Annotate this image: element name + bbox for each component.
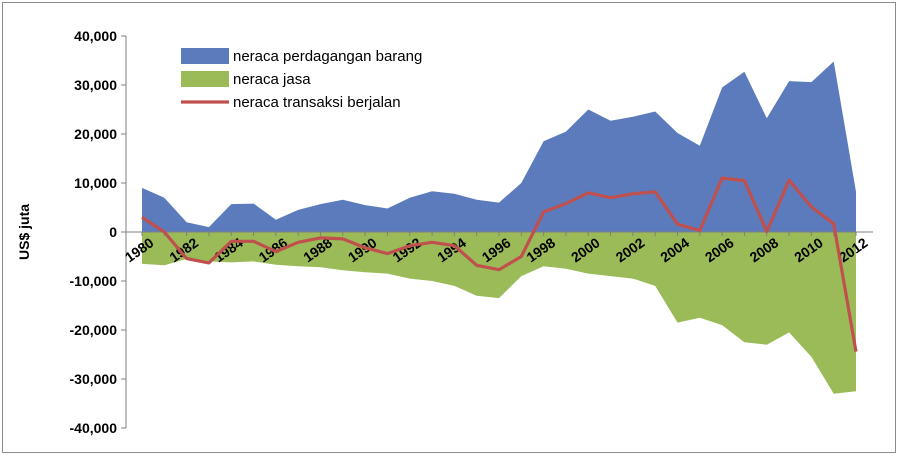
y-tick-label: 10,000 bbox=[74, 175, 117, 191]
y-tick-label: 20,000 bbox=[74, 126, 117, 142]
y-tick-label: -30,000 bbox=[70, 371, 118, 387]
y-tick-label: 0 bbox=[109, 224, 117, 240]
area-chart: 40,000 30,000 20,000 10,000 0 -10,000 -20,000 -… bbox=[16, 28, 873, 436]
line-series-2 bbox=[141, 176, 858, 352]
y-axis-label: US$ juta bbox=[16, 204, 32, 260]
area-series-0 bbox=[142, 61, 856, 232]
legend-swatch-0 bbox=[181, 48, 229, 64]
legend-label-2: neraca transaksi berjalan bbox=[233, 94, 401, 111]
area-series-1 bbox=[142, 232, 856, 394]
y-tick-label: -20,000 bbox=[70, 322, 118, 338]
y-tick-label: 40,000 bbox=[74, 28, 117, 44]
legend: neraca perdagangan barang neraca jasa nera… bbox=[181, 48, 422, 111]
legend-label-0: neraca perdagangan barang bbox=[233, 48, 422, 65]
line-layer bbox=[141, 176, 858, 352]
legend-label-1: neraca jasa bbox=[233, 71, 311, 88]
y-tick-label: 30,000 bbox=[74, 77, 117, 93]
area-layer bbox=[142, 61, 856, 394]
y-tick-label: -40,000 bbox=[70, 420, 118, 436]
legend-swatch-1 bbox=[181, 71, 229, 87]
y-tick-label: -10,000 bbox=[70, 273, 118, 289]
